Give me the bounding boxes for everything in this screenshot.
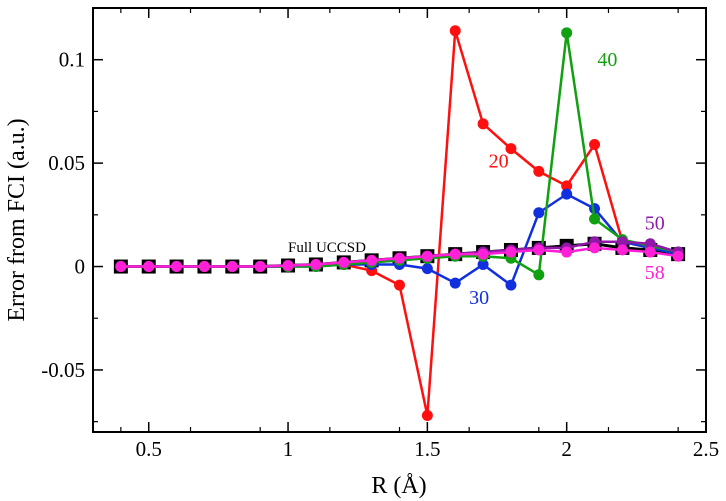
plot-frame — [92, 7, 707, 433]
x-tick-label: 2 — [561, 437, 572, 461]
data-point-58 — [449, 248, 461, 260]
plot-area — [113, 25, 686, 421]
data-point-20 — [589, 139, 601, 151]
data-point-20 — [477, 118, 489, 130]
data-point-58 — [366, 254, 378, 266]
data-point-20 — [421, 409, 433, 421]
annotation-58: 58 — [645, 262, 665, 284]
y-tick-label: -0.05 — [41, 358, 85, 382]
data-point-58 — [477, 248, 489, 260]
data-point-58 — [616, 244, 628, 256]
data-point-58 — [226, 261, 238, 273]
data-point-30 — [505, 279, 517, 291]
data-point-20 — [394, 279, 405, 291]
x-tick-label: 1.5 — [414, 437, 440, 461]
data-point-30 — [477, 258, 489, 270]
data-point-30 — [421, 263, 433, 275]
data-point-40 — [589, 213, 601, 225]
x-tick-label: 2.5 — [693, 437, 719, 461]
data-point-58 — [672, 250, 684, 262]
data-point-58 — [143, 261, 155, 273]
data-point-58 — [644, 246, 656, 258]
data-point-20 — [533, 165, 545, 177]
data-point-58 — [394, 252, 405, 264]
data-point-40 — [533, 269, 545, 281]
data-point-58 — [254, 261, 266, 273]
data-point-30 — [449, 277, 461, 289]
data-point-58 — [115, 261, 127, 273]
data-point-58 — [338, 256, 350, 268]
data-point-58 — [561, 246, 573, 258]
data-point-20 — [449, 25, 461, 37]
annotation-20: 20 — [489, 150, 509, 172]
data-point-40 — [561, 27, 573, 39]
x-tick-label: 1 — [283, 437, 294, 461]
data-point-58 — [198, 261, 210, 273]
data-point-58 — [533, 244, 545, 256]
axes: 0.5 1 1.5 2 2.5 -0.05 0 0.05 0.1 — [41, 8, 719, 461]
x-axis-label: R (Å) — [371, 473, 426, 499]
series-58 — [115, 242, 684, 273]
data-point-30 — [561, 188, 573, 200]
y-tick-label: 0 — [75, 255, 86, 279]
data-point-30 — [533, 207, 545, 219]
data-point-50 — [616, 236, 628, 248]
data-point-20 — [505, 143, 517, 155]
data-point-58 — [505, 246, 517, 258]
data-point-50 — [644, 238, 656, 250]
data-point-58 — [282, 260, 294, 272]
x-tick-label: 0.5 — [136, 437, 162, 461]
data-point-58 — [310, 258, 322, 270]
annotation-30: 30 — [469, 287, 489, 309]
annotations: Full UCCSD 20 30 40 50 58 — [288, 49, 665, 309]
y-tick-label: 0.05 — [48, 151, 85, 175]
annotation-full-uccsd: Full UCCSD — [288, 240, 366, 256]
data-point-58 — [589, 242, 601, 254]
data-point-58 — [421, 250, 433, 262]
annotation-40: 40 — [597, 49, 617, 71]
annotation-50: 50 — [645, 212, 665, 234]
data-point-58 — [171, 261, 183, 273]
data-point-20 — [561, 180, 573, 192]
y-tick-label: 0.1 — [59, 48, 85, 72]
y-axis-label: Error from FCI (a.u.) — [4, 118, 30, 321]
